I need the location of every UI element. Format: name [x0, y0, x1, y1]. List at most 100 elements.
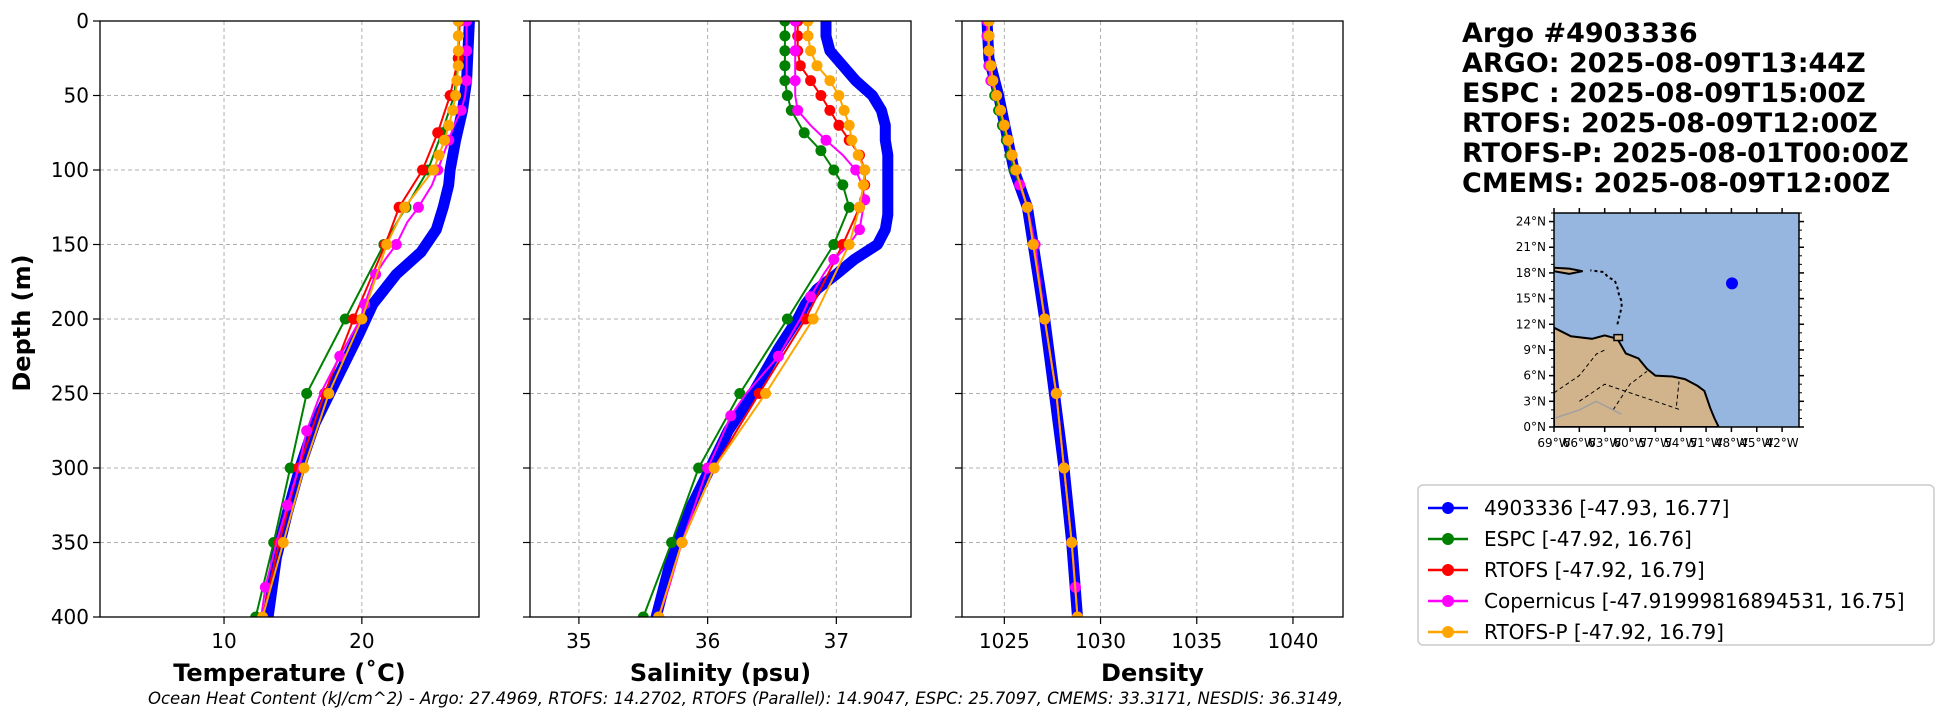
- temperature-series-3-point: [334, 350, 346, 362]
- map-lon-label: 45°W: [1740, 436, 1773, 450]
- salinity-series-group: [637, 21, 894, 617]
- salinity-series-2-point: [800, 313, 811, 325]
- temperature-x-tick-label: 10: [211, 629, 236, 653]
- temperature-series-3-point: [259, 581, 271, 593]
- salinity-series-3-point: [789, 21, 801, 27]
- legend-label: RTOFS-P [-47.92, 16.79]: [1484, 620, 1724, 644]
- density-series-4-point: [983, 21, 995, 27]
- salinity-series-2-point: [794, 60, 806, 72]
- temperature-series-2-point: [432, 127, 444, 139]
- salinity-argo-line: [650, 21, 894, 617]
- salinity-series-1-point: [734, 388, 746, 399]
- y-tick-label: 200: [51, 307, 89, 331]
- map-lon-label: 60°W: [1613, 436, 1646, 450]
- salinity-series-1-point: [837, 179, 849, 191]
- density-series-group: [981, 21, 1083, 617]
- density-series-4-point: [1006, 149, 1018, 161]
- legend: 4903336 [-47.93, 16.77] ESPC [-47.92, 16.…: [1417, 484, 1935, 646]
- density-series-4-point: [995, 104, 1006, 116]
- y-tick-label: 300: [51, 456, 89, 480]
- salinity-series-3-point: [772, 350, 784, 362]
- density-series-4-point: [1039, 313, 1051, 325]
- temperature-series-4-point: [452, 21, 464, 27]
- temperature-series-4-point: [257, 611, 269, 617]
- temperature-series-line-3: [260, 21, 468, 617]
- y-tick-label: 400: [51, 605, 89, 629]
- header-line-espc-time: ESPC : 2025-08-09T15:00Z: [1462, 78, 1866, 109]
- temperature-series-1-point: [301, 388, 313, 399]
- salinity-series-4-point: [852, 149, 864, 161]
- map-float-marker: [1726, 277, 1738, 290]
- salinity-series-2-point: [833, 119, 845, 131]
- legend-label: ESPC [-47.92, 16.76]: [1484, 527, 1692, 551]
- map-lat-label: 12°N: [1516, 317, 1546, 331]
- salinity-series-1-point: [666, 537, 678, 548]
- salinity-series-3-point: [805, 291, 817, 303]
- salinity-series-4-point: [824, 75, 836, 87]
- density-series-4-point: [1050, 388, 1062, 399]
- legend-entry: ESPC [-47.92, 16.76]: [1428, 527, 1692, 551]
- density-x-axis-title: Density: [1101, 659, 1204, 687]
- map-lon-label: 51°W: [1689, 436, 1722, 450]
- legend-label: RTOFS [-47.92, 16.79]: [1484, 558, 1705, 582]
- salinity-series-4-point: [805, 45, 817, 57]
- temperature-series-3-point: [412, 201, 424, 213]
- salinity-series-4-point: [676, 537, 688, 548]
- inset-map: 24°N 21°N 18°N 15°N 12°N 9°N 6°N 3°N 0°N 69°W66°W…: [1516, 208, 1804, 450]
- legend-label: Copernicus [-47.91999816894531, 16.75]: [1484, 589, 1905, 613]
- density-series-4-point: [1010, 164, 1022, 176]
- legend-label: 4903336 [-47.93, 16.77]: [1484, 496, 1729, 520]
- density-x-tick-label: 1035: [1171, 629, 1222, 653]
- y-tick-label: 250: [51, 382, 89, 406]
- salinity-series-2-point: [805, 75, 817, 87]
- map-lat-label: 3°N: [1523, 394, 1546, 408]
- density-series-4-point: [987, 75, 999, 87]
- map-lon-label: 66°W: [1563, 436, 1596, 450]
- legend-swatch-marker: [1442, 595, 1454, 607]
- map-puerto-rico: [1554, 266, 1583, 275]
- temperature-series-1-point: [284, 462, 296, 474]
- legend-swatch-marker: [1442, 533, 1454, 545]
- legend-box: [1417, 484, 1935, 646]
- salinity-x-tick-label: 36: [695, 629, 720, 653]
- salinity-series-4-point: [760, 388, 772, 399]
- map-border: [1612, 371, 1648, 411]
- density-series-4-point: [991, 90, 1003, 101]
- temperature-series-group: [250, 21, 475, 617]
- map-lon-label: 69°W: [1537, 436, 1570, 450]
- density-series-4-point: [1002, 134, 1014, 146]
- legend-entry: RTOFS [-47.92, 16.79]: [1428, 558, 1705, 582]
- map-lat-label: 0°N: [1523, 420, 1546, 434]
- header-line-argo-time: ARGO: 2025-08-09T13:44Z: [1462, 48, 1866, 79]
- temperature-series-4-point: [298, 462, 310, 474]
- temperature-series-4-point: [447, 104, 459, 116]
- y-tick-label: 350: [51, 531, 89, 555]
- map-lon-label: 63°W: [1588, 436, 1621, 450]
- salinity-series-3-point: [850, 164, 862, 176]
- salinity-series-4-point: [843, 119, 855, 131]
- density-x-tick-label: 1030: [1075, 629, 1126, 653]
- salinity-series-4-point: [846, 134, 858, 146]
- temperature-x-tick-label: 20: [349, 629, 374, 653]
- salinity-panel: 35 36 37 Salinity (psu): [523, 20, 912, 687]
- map-lat-label: 6°N: [1523, 369, 1546, 383]
- legend-entry: 4903336 [-47.93, 16.77]: [1428, 496, 1729, 520]
- legend-swatch-marker: [1442, 626, 1454, 638]
- temperature-series-2-point: [417, 164, 428, 176]
- density-x-tick-label: 1025: [979, 629, 1030, 653]
- temperature-x-axis-title: Temperature (˚C): [173, 659, 406, 687]
- legend-entry: Copernicus [-47.91999816894531, 16.75]: [1428, 589, 1905, 613]
- salinity-series-3-point: [828, 253, 840, 265]
- salinity-series-1-point: [781, 313, 793, 325]
- density-series-4-point: [985, 60, 997, 72]
- salinity-series-1-point: [781, 90, 793, 101]
- density-panel: 1025 1030 1035 1040 Density: [955, 20, 1344, 687]
- map-lesser-antilles: [1590, 269, 1623, 325]
- salinity-series-3-point: [725, 410, 737, 422]
- density-series-4-point: [1027, 239, 1039, 250]
- map-trinidad: [1613, 333, 1624, 342]
- temperature-series-3-point: [461, 75, 473, 87]
- salinity-series-4-point: [833, 90, 845, 101]
- map-border: [1554, 349, 1605, 394]
